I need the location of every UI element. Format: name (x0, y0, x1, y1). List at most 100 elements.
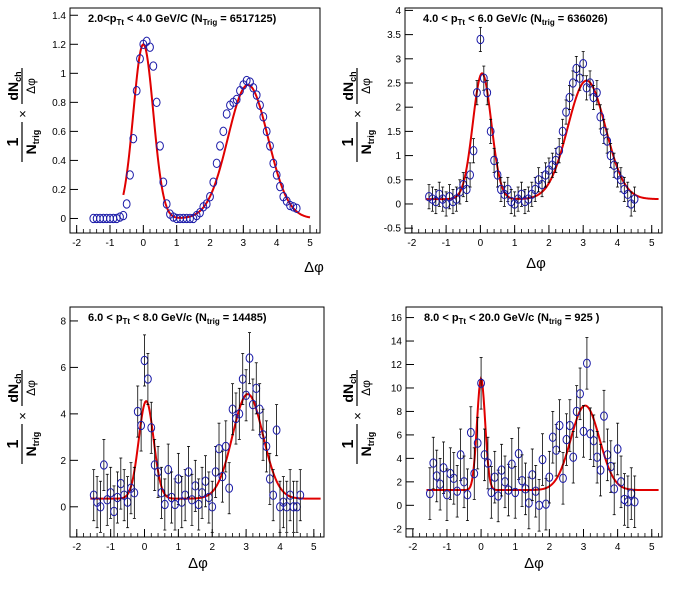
y-tick-label: 0 (396, 501, 402, 512)
y-label-denominator: Ntrig (23, 130, 41, 155)
x-tick-label: -1 (442, 238, 451, 249)
data-point (221, 441, 230, 452)
data-point (289, 202, 298, 212)
data-point (545, 472, 554, 482)
data-point (119, 210, 128, 221)
y-tick-label: 10 (391, 383, 403, 394)
y-label-dphi: Δφ (359, 78, 373, 94)
y-tick-label: 1.2 (52, 40, 66, 51)
data-point (262, 126, 271, 137)
data-point (596, 112, 605, 122)
x-tick-label: 1 (512, 542, 518, 553)
data-point (462, 184, 471, 195)
y-label-numerator: 1 (5, 439, 22, 448)
x-tick-label: 4 (615, 542, 621, 553)
data-point (425, 488, 434, 499)
x-tick-label: 1 (176, 542, 182, 553)
y-tick-label: 0.8 (52, 98, 66, 109)
y-tick-label: -0.5 (384, 224, 402, 235)
data-point (212, 158, 221, 169)
x-tick-label: 5 (311, 542, 317, 553)
data-point (579, 58, 588, 69)
data-point (122, 199, 131, 209)
x-tick-label: 0 (142, 542, 148, 553)
data-point (209, 177, 218, 187)
data-point (592, 87, 601, 98)
y-label-dn: dNch (340, 373, 358, 402)
data-point (272, 170, 281, 180)
data-point (159, 177, 168, 187)
data-point (466, 170, 475, 180)
y-tick-label: 14 (391, 337, 403, 348)
y-tick-label: 1 (60, 69, 66, 80)
x-tick-label: -1 (106, 542, 115, 553)
y-tick-label: 0 (60, 214, 66, 225)
data-point (463, 490, 472, 500)
data-point (469, 146, 478, 156)
data-point (184, 467, 193, 477)
x-tick-label: 3 (243, 542, 249, 553)
data-point (486, 126, 495, 137)
data-point (286, 200, 294, 211)
data-point (559, 473, 567, 484)
y-label-dphi: Δφ (24, 78, 38, 94)
data-point (600, 411, 608, 421)
data-point (292, 203, 301, 214)
data-point (575, 73, 584, 83)
fit-curve (122, 43, 311, 219)
data-point (256, 100, 264, 110)
data-point (160, 499, 169, 510)
data-point (565, 420, 574, 431)
x-tick-label: -1 (106, 238, 115, 249)
data-point (249, 83, 258, 93)
data-point (596, 465, 605, 475)
y-tick-label: 4 (60, 409, 66, 420)
data-point (164, 464, 173, 475)
y-tick-label: 1.4 (52, 11, 66, 22)
y-label-denominator: Ntrig (358, 130, 376, 155)
data-point (99, 460, 108, 470)
y-label-dn: dNch (340, 71, 358, 100)
data-point (132, 86, 141, 96)
data-point (576, 389, 584, 399)
y-tick-label: 0.2 (52, 185, 66, 196)
data-point (242, 75, 251, 86)
y-label-times: × (15, 110, 30, 118)
data-point (630, 497, 639, 507)
data-point (569, 78, 577, 88)
y-label-times: × (15, 412, 30, 420)
y-tick-label: 2 (60, 456, 66, 467)
plot-frame (69, 7, 321, 234)
data-point (146, 42, 154, 52)
x-tick-label: 3 (581, 542, 587, 553)
x-axis-label: Δφ (188, 555, 208, 572)
data-point (610, 484, 619, 494)
panel-2: -2 -1 0 1 2 3 4 5 -0.5 0 0.5 1 1.5 2 2.5 3 3.5 4 4.0 < pTt… (340, 6, 663, 272)
x-tick-label: 2 (209, 542, 215, 553)
data-point (511, 487, 520, 498)
data-point (116, 212, 124, 222)
x-tick-label: 5 (649, 542, 655, 553)
y-tick-label: 4 (395, 6, 401, 17)
y-tick-label: 0.4 (52, 156, 66, 167)
x-tick-label: -2 (72, 542, 81, 553)
y-tick-label: 8 (396, 407, 402, 418)
data-point (232, 94, 241, 105)
data-point (524, 498, 533, 508)
data-point (266, 141, 274, 151)
data-point (473, 438, 482, 448)
y-label-numerator: 1 (5, 137, 22, 146)
data-point (252, 90, 261, 100)
y-tick-label: 1 (395, 151, 401, 162)
data-point (453, 486, 462, 496)
data-point (538, 454, 547, 465)
x-tick-label: 0 (141, 238, 147, 249)
y-label-numerator: 1 (340, 439, 357, 448)
panel-title: 4.0 < pTt < 6.0 GeV/c (Ntrig = 636026) (423, 13, 608, 27)
x-tick-label: -1 (443, 542, 452, 553)
data-point (143, 374, 152, 384)
data-point (507, 459, 516, 469)
